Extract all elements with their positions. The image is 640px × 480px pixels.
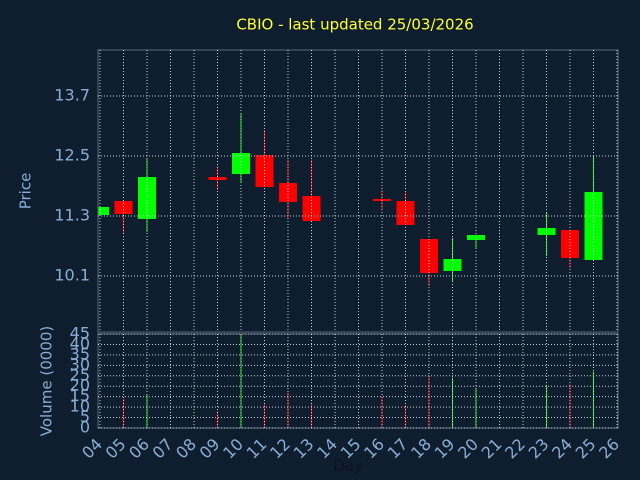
candle-body: [420, 239, 438, 273]
y-tick-label: 10.1: [54, 266, 90, 285]
volume-axis-label: Volume (0000): [38, 326, 56, 436]
volume-tick-label: 45: [70, 324, 90, 343]
y-tick-label: 11.3: [54, 206, 90, 225]
x-axis-label: Day: [333, 457, 363, 475]
candle-body: [443, 259, 462, 271]
volume-tick-label: 5: [80, 407, 90, 426]
candle-body: [561, 230, 579, 258]
candle-body: [208, 177, 227, 180]
y-tick-label: 12.5: [54, 146, 90, 165]
candle-body: [98, 207, 109, 215]
candle-body: [467, 235, 485, 240]
candle-body: [114, 201, 133, 214]
candle-body: [537, 228, 556, 235]
volume-tick-label: 15: [70, 386, 90, 405]
candle-body: [279, 183, 297, 202]
volume-tick-label: 40: [70, 334, 90, 353]
volume-tick-label: 10: [70, 397, 90, 416]
volume-tick-label: 35: [70, 344, 90, 363]
candle-body: [138, 177, 156, 219]
volume-tick-label: 0: [80, 418, 90, 437]
volume-tick-label: 25: [70, 365, 90, 384]
volume-tick-label: 30: [70, 355, 90, 374]
y-tick-label: 13.7: [54, 86, 90, 105]
candle-body: [584, 192, 603, 260]
y-axis-label: Price: [17, 173, 35, 210]
candle-body: [302, 196, 321, 221]
candle-body: [396, 201, 415, 225]
chart-title: CBIO - last updated 25/03/2026: [236, 16, 473, 34]
volume-tick-label: 20: [70, 376, 90, 395]
candle-body: [232, 153, 250, 174]
